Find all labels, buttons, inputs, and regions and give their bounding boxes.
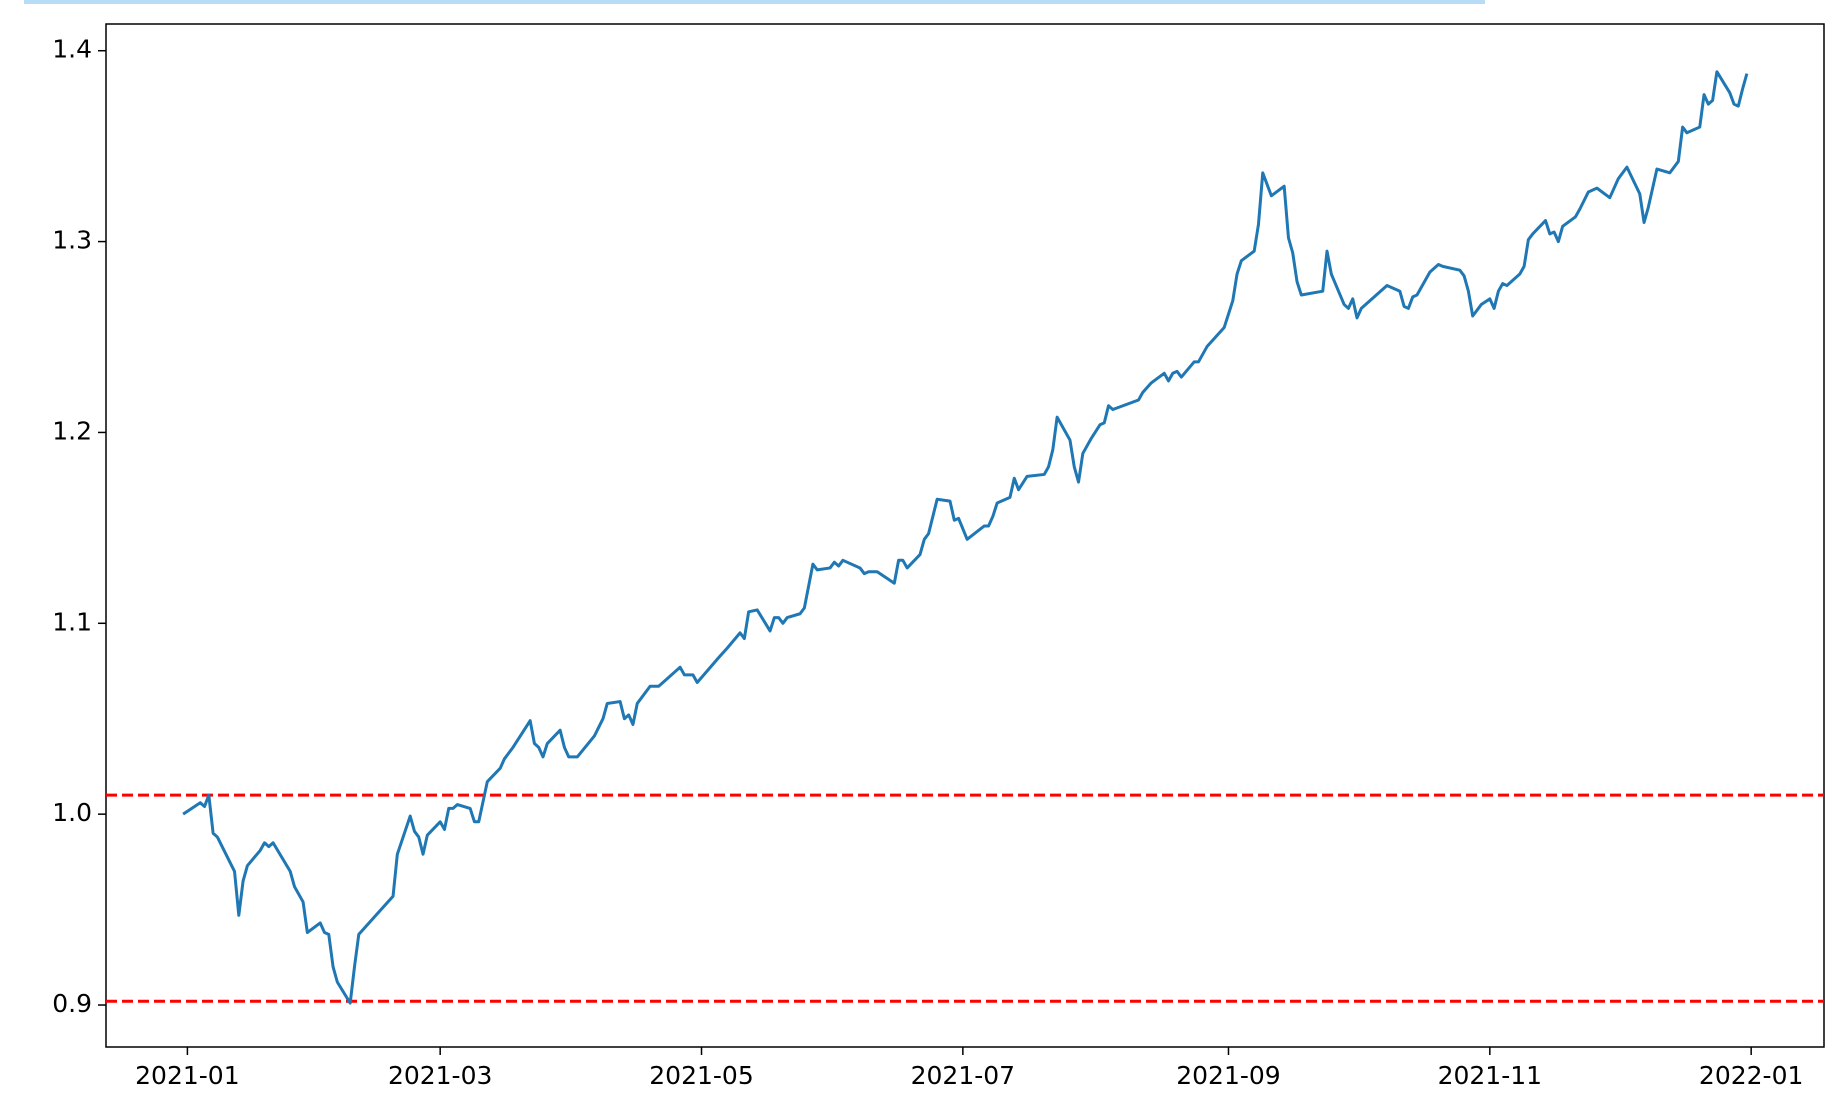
y-tick-label: 1.2 [52,416,92,445]
plot-frame [105,23,1825,1048]
y-tick-label: 1.1 [52,607,92,636]
y-tick-label: 1.3 [52,226,92,255]
x-tick-label: 2021-07 [911,1061,1015,1090]
x-tick-label: 2021-09 [1176,1061,1280,1090]
x-tick-label: 2021-01 [135,1061,239,1090]
x-tick-label: 2021-05 [649,1061,753,1090]
y-tick-label: 1.0 [52,798,92,827]
y-tick-label: 0.9 [52,989,92,1018]
x-tick-label: 2021-11 [1438,1061,1542,1090]
top-bar [24,0,1485,4]
x-tick-label: 2021-03 [388,1061,492,1090]
x-tick-label: 2022-01 [1699,1061,1803,1090]
data-line [182,70,1749,1005]
y-tick-label: 1.4 [52,35,92,64]
